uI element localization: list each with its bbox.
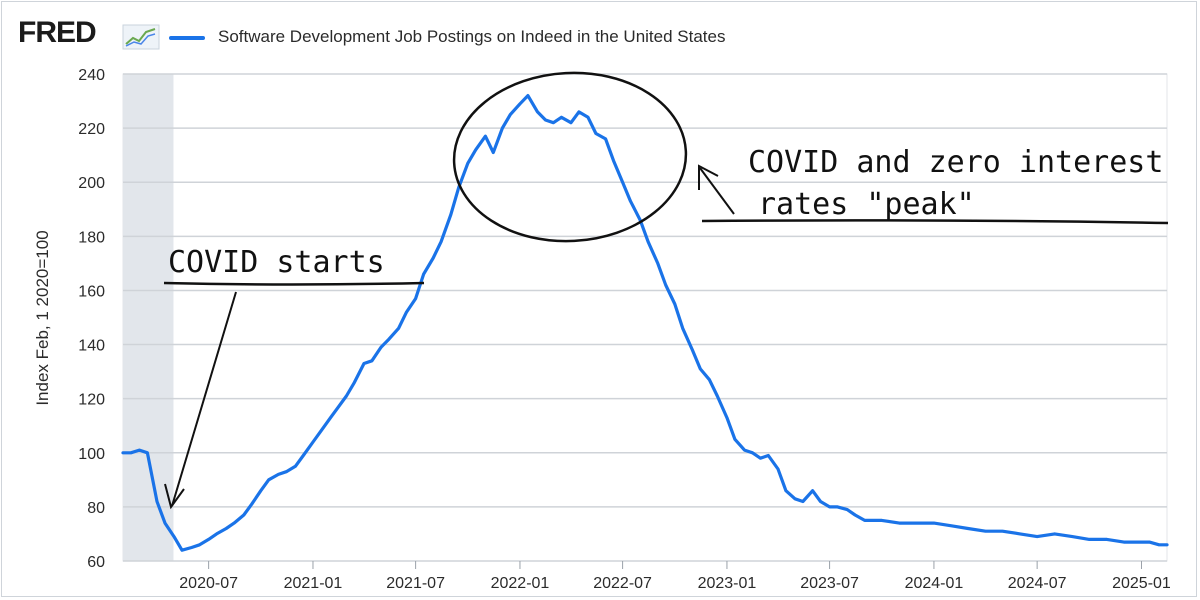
plot-background xyxy=(122,73,1168,562)
x-tick-label: 2021-07 xyxy=(386,575,445,592)
annotation-covid-starts-arrow xyxy=(171,291,237,507)
y-tick-label: 80 xyxy=(87,500,105,517)
y-axis-ticks: 60 80 100 120 140 160 180 200 220 240 xyxy=(78,67,105,571)
recession-shading xyxy=(123,74,174,561)
x-tick-label: 2020-07 xyxy=(179,575,238,592)
y-tick-label: 100 xyxy=(78,446,105,463)
annotation-peak-arrow xyxy=(699,167,735,215)
plot-area xyxy=(122,73,1168,562)
x-tick-label: 2024-07 xyxy=(1008,575,1067,592)
chart-header: FRED Software Development Job Postings o… xyxy=(14,14,914,58)
y-tick-label: 180 xyxy=(78,229,105,246)
annotation-covid-starts: COVID starts xyxy=(168,245,385,280)
x-tick-label: 2025-01 xyxy=(1112,575,1171,592)
x-axis-ticks: 2020-07 2021-01 2021-07 2022-01 2022-07 2023-… xyxy=(179,561,1171,592)
annotation-peak-circle xyxy=(452,71,688,243)
annotation-peak-line1: COVID and zero interest xyxy=(748,145,1163,180)
legend-swatch xyxy=(169,36,205,40)
y-tick-label: 220 xyxy=(78,121,105,138)
line-chart-icon xyxy=(122,24,160,50)
annotation-peak-underline xyxy=(701,219,1169,225)
annotation-covid-starts-underline xyxy=(163,281,425,286)
annotation-peak-line2: rates "peak" xyxy=(758,187,975,222)
x-tick-label: 2021-01 xyxy=(284,575,343,592)
annotation-covid-starts-arrowhead xyxy=(164,483,185,510)
y-tick-label: 140 xyxy=(78,338,105,355)
y-tick-label: 60 xyxy=(87,554,105,571)
x-tick-label: 2022-07 xyxy=(593,575,652,592)
fred-logo[interactable]: FRED xyxy=(18,16,97,49)
y-axis-label: Index Feb, 1 2020=100 xyxy=(33,230,52,405)
x-tick-label: 2023-01 xyxy=(698,575,757,592)
y-tick-label: 160 xyxy=(78,283,105,300)
x-tick-label: 2022-01 xyxy=(491,575,550,592)
y-tick-label: 240 xyxy=(78,67,105,84)
annotations-layer: COVID starts COVID and zero interest rat… xyxy=(163,71,1169,510)
legend-label[interactable]: Software Development Job Postings on Ind… xyxy=(218,27,726,46)
series-line xyxy=(121,93,1169,552)
x-tick-label: 2023-07 xyxy=(800,575,859,592)
series-layer xyxy=(121,93,1169,552)
x-tick-label: 2024-01 xyxy=(905,575,964,592)
y-tick-label: 200 xyxy=(78,175,105,192)
y-tick-label: 120 xyxy=(78,392,105,409)
annotation-peak-arrowhead xyxy=(698,164,719,190)
